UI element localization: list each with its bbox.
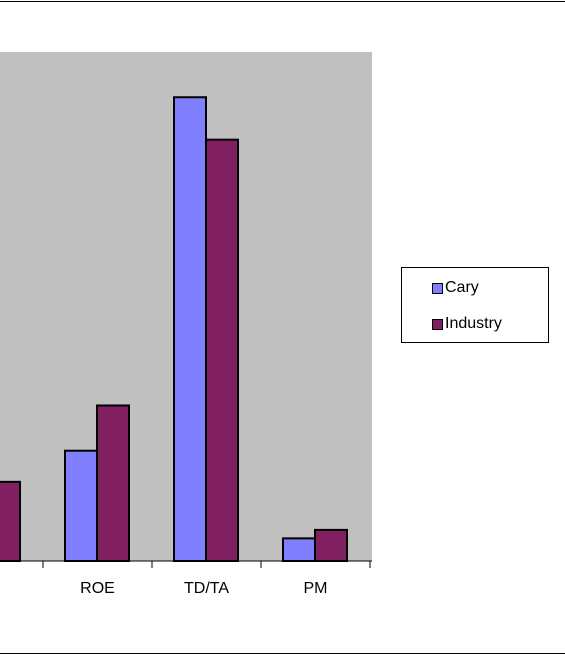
x-axis-ticks xyxy=(42,561,371,568)
bar-industry-a xyxy=(0,480,21,563)
legend-swatch-industry xyxy=(432,318,443,330)
bar-industry-td-ta xyxy=(205,138,239,563)
bar-cary-td-ta xyxy=(173,96,207,562)
tick-label-roe: ROE xyxy=(80,580,115,597)
legend-item-cary: Cary xyxy=(432,278,479,298)
bar-cary-roe xyxy=(64,449,98,563)
legend: Cary Industry xyxy=(401,267,549,343)
tick-label-pm: PM xyxy=(304,580,328,597)
bars-group xyxy=(0,96,348,563)
legend-item-industry: Industry xyxy=(432,314,502,334)
bar-industry-pm xyxy=(314,528,348,563)
legend-swatch-cary xyxy=(432,282,443,294)
legend-label-cary: Cary xyxy=(445,279,479,296)
bar-industry-roe xyxy=(96,404,130,562)
legend-label-industry: Industry xyxy=(445,315,502,332)
tick-label-td-ta: TD/TA xyxy=(184,580,229,597)
bar-cary-pm xyxy=(282,537,316,563)
top-rule xyxy=(0,1,565,2)
